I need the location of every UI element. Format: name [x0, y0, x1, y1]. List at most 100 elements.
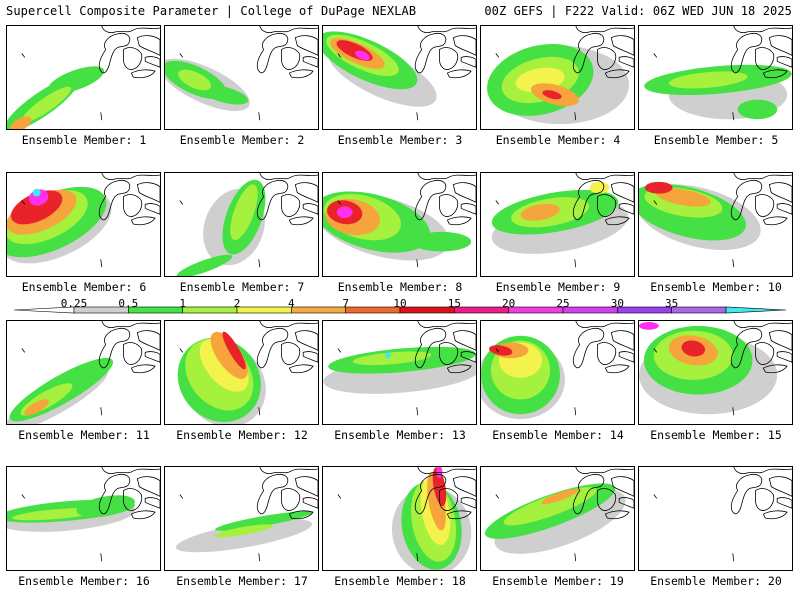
- scp-contour-area: [411, 231, 472, 252]
- shoreline-tick: [732, 112, 735, 121]
- shoreline-tick: [21, 200, 26, 205]
- ensemble-member-map: [638, 320, 793, 425]
- colorbar-high-end: [725, 306, 787, 314]
- ensemble-member-map: [480, 320, 635, 425]
- colorbar-tick-label: 25: [556, 297, 570, 310]
- shoreline-tick: [574, 407, 577, 416]
- scp-contour-area: [520, 203, 560, 221]
- map-canvas: [175, 467, 318, 562]
- coastline: [417, 173, 476, 181]
- ensemble-member-map: [6, 466, 161, 571]
- coastline: [101, 321, 160, 329]
- colorbar-tick-label: 7: [342, 297, 349, 310]
- scp-contour-area: [355, 50, 370, 61]
- member-label: Ensemble Member: 4: [495, 133, 621, 147]
- scp-contour-area: [656, 188, 711, 207]
- scp-contour-area: [427, 472, 446, 531]
- coastline: [259, 321, 318, 329]
- shoreline-tick: [258, 112, 261, 121]
- member-label: Ensemble Member: 1: [21, 133, 147, 147]
- great-lakes-outline: [414, 473, 476, 520]
- map-canvas: [653, 467, 792, 562]
- colorbar-segment: [454, 306, 509, 314]
- colorbar-segment: [671, 306, 727, 314]
- shoreline-tick: [258, 259, 261, 268]
- coastline: [733, 321, 792, 329]
- great-lakes-outline: [572, 327, 634, 374]
- colorbar-tick-label: 0.25: [60, 297, 88, 310]
- colorbar-segment: [562, 306, 618, 314]
- member-label: Ensemble Member: 14: [492, 428, 624, 442]
- color-scale-bar: [13, 306, 787, 314]
- colorbar-tick-label: 0.5: [118, 297, 139, 310]
- map-canvas: [491, 173, 634, 268]
- coastline: [101, 467, 160, 475]
- coastline: [733, 26, 792, 34]
- map-canvas: [7, 173, 160, 268]
- map-canvas: [323, 321, 476, 416]
- coastline: [575, 173, 634, 181]
- coastline: [417, 26, 476, 34]
- member-label: Ensemble Member: 5: [653, 133, 779, 147]
- colorbar-tick-label: 1: [179, 297, 186, 310]
- scp-contour-area: [200, 84, 249, 105]
- map-canvas: [177, 321, 318, 424]
- map-canvas: [487, 26, 634, 125]
- map-canvas: [639, 173, 792, 268]
- ensemble-member-map: [638, 466, 793, 571]
- member-label: Ensemble Member: 8: [337, 280, 463, 294]
- shoreline-tick: [337, 200, 342, 205]
- ensemble-member-map: [322, 466, 477, 571]
- coastline: [259, 467, 318, 475]
- shoreline-tick: [100, 553, 103, 562]
- great-lakes-outline: [730, 473, 792, 520]
- shoreline-tick: [21, 53, 26, 58]
- shoreline-tick: [495, 200, 500, 205]
- ensemble-member-map: [322, 320, 477, 425]
- scp-contour-area: [32, 188, 41, 197]
- member-label: Ensemble Member: 11: [18, 428, 150, 442]
- coastline: [259, 26, 318, 34]
- member-label: Ensemble Member: 9: [495, 280, 621, 294]
- map-canvas: [644, 26, 792, 121]
- shoreline-tick: [258, 407, 261, 416]
- shoreline-tick: [416, 259, 419, 268]
- map-canvas: [337, 467, 476, 570]
- great-lakes-outline: [98, 179, 160, 226]
- member-label: Ensemble Member: 18: [334, 574, 466, 588]
- shoreline-tick: [732, 407, 735, 416]
- member-label: Ensemble Member: 20: [650, 574, 782, 588]
- scp-contour-area: [10, 116, 32, 129]
- shoreline-tick: [179, 200, 184, 205]
- ensemble-member-map: [6, 25, 161, 130]
- coastline: [733, 467, 792, 475]
- ensemble-member-map: [322, 25, 477, 130]
- member-label: Ensemble Member: 16: [18, 574, 150, 588]
- ensemble-member-map: [164, 25, 319, 130]
- scp-contour-area: [24, 399, 49, 416]
- scp-contour-area: [737, 99, 778, 120]
- ensemble-member-map: [480, 25, 635, 130]
- colorbar-segment: [345, 306, 401, 314]
- colorbar-tick-label: 2: [233, 297, 241, 310]
- scp-contour-area: [214, 524, 274, 538]
- colorbar-tick-label: 15: [447, 297, 461, 310]
- member-label: Ensemble Member: 3: [337, 133, 463, 147]
- map-canvas: [7, 321, 160, 424]
- map-title: Supercell Composite Parameter | College …: [6, 4, 417, 18]
- map-canvas: [7, 467, 160, 562]
- ensemble-member-map: [164, 172, 319, 277]
- scp-contour-area: [541, 488, 579, 505]
- great-lakes-outline: [256, 32, 318, 79]
- shoreline-tick: [574, 259, 577, 268]
- shoreline-tick: [21, 348, 26, 353]
- map-canvas: [7, 26, 160, 129]
- colorbar-segment: [508, 306, 564, 314]
- shoreline-tick: [574, 112, 577, 121]
- ensemble-member-map: [6, 320, 161, 425]
- great-lakes-outline: [730, 32, 792, 79]
- member-label: Ensemble Member: 12: [176, 428, 308, 442]
- map-canvas: [165, 26, 318, 121]
- shoreline-tick: [416, 553, 419, 562]
- colorbar-segment: [291, 306, 346, 314]
